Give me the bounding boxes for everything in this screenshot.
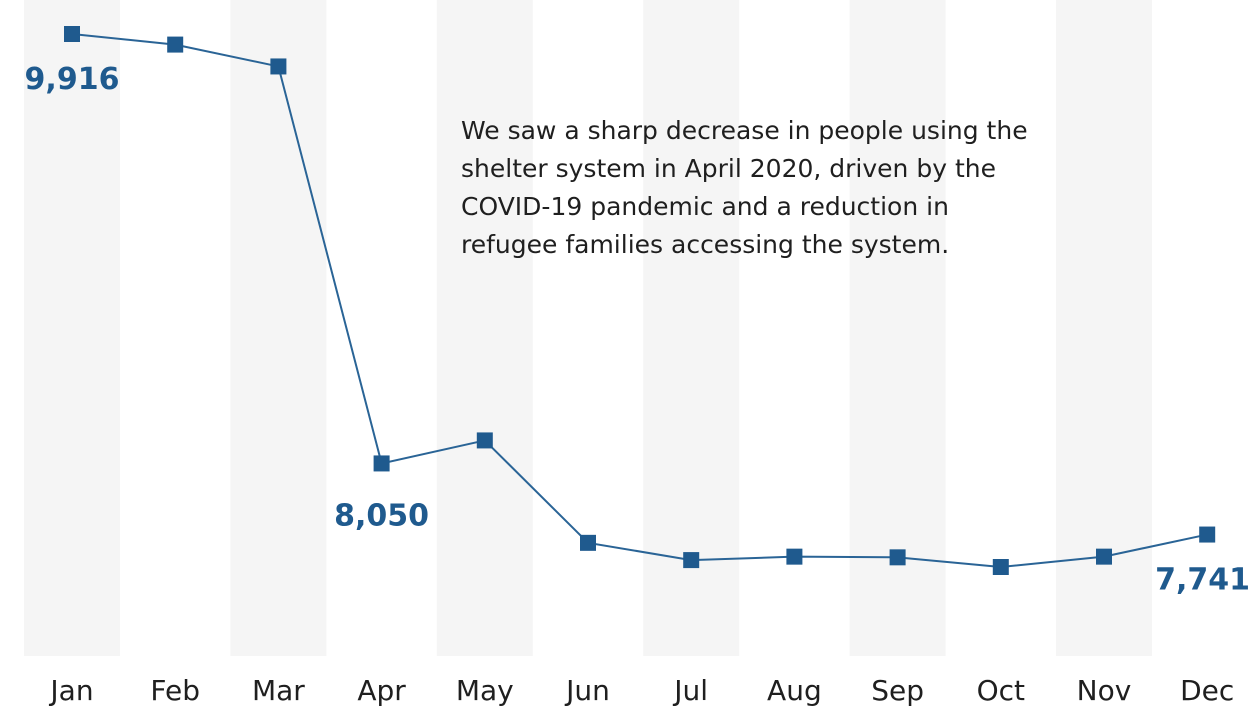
point-marker-jun — [580, 534, 596, 551]
x-tick-jun: Jun — [564, 674, 610, 707]
point-marker-oct — [992, 559, 1009, 575]
x-tick-apr: Apr — [357, 674, 406, 707]
data-label-jan: 9,916 — [25, 62, 120, 97]
x-tick-dec: Dec — [1180, 674, 1234, 707]
point-marker-mar — [270, 58, 287, 75]
column-band-sep — [849, 0, 946, 656]
x-tick-may: May — [456, 674, 514, 707]
point-marker-sep — [889, 549, 906, 566]
x-tick-aug: Aug — [767, 674, 822, 707]
column-band-may — [436, 0, 533, 656]
x-axis-tick-labels: Jan Feb Mar Apr May Jun Jul Aug Sep Oct Nov Dec — [48, 674, 1234, 707]
column-band-jan — [24, 0, 120, 656]
x-tick-oct: Oct — [977, 674, 1025, 707]
series-line — [71, 33, 1208, 569]
x-tick-jan: Jan — [48, 674, 93, 707]
point-marker-dec — [1199, 526, 1216, 543]
x-tick-sep: Sep — [871, 674, 924, 707]
data-labels: 9,916 8,050 7,741 — [25, 62, 1250, 598]
point-markers — [64, 26, 1216, 575]
column-band-mar — [230, 0, 327, 656]
point-marker-apr — [373, 455, 390, 472]
x-tick-nov: Nov — [1077, 674, 1132, 707]
point-marker-nov — [1096, 548, 1112, 565]
point-marker-feb — [167, 36, 184, 53]
point-marker-jul — [683, 552, 700, 569]
column-band-nov — [1056, 0, 1152, 656]
point-marker-may — [476, 432, 493, 449]
chart-annotation: We saw a sharp decrease in people using … — [461, 116, 1028, 259]
data-label-apr: 8,050 — [334, 498, 429, 533]
column-band-jul — [643, 0, 740, 656]
alternating-bands — [24, 0, 1152, 656]
point-marker-aug — [786, 548, 803, 565]
data-label-dec: 7,741 — [1155, 563, 1250, 598]
x-tick-feb: Feb — [150, 674, 200, 707]
point-marker-jan — [64, 26, 80, 42]
x-tick-mar: Mar — [252, 674, 305, 707]
series-line-group — [71, 33, 1208, 569]
x-tick-jul: Jul — [672, 674, 708, 707]
